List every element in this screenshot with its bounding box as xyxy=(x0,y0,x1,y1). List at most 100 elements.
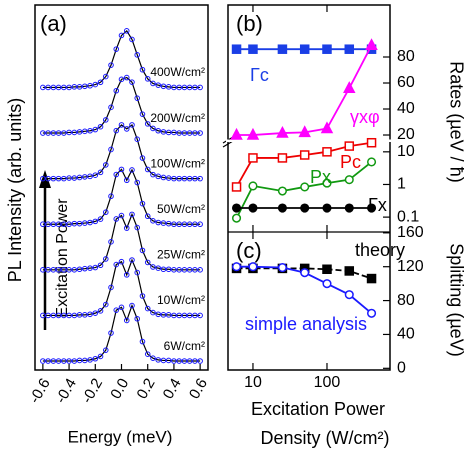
data-point xyxy=(118,166,125,173)
data-point xyxy=(155,82,161,88)
data-point xyxy=(61,84,67,91)
data-point xyxy=(76,84,83,90)
series-label: 6W/cm² xyxy=(164,339,205,353)
x-tick-label: -0.6 xyxy=(26,375,54,406)
data-point xyxy=(71,267,78,273)
marker xyxy=(299,44,310,54)
data-point xyxy=(92,355,99,362)
data-point xyxy=(61,221,67,228)
data-point xyxy=(45,358,51,364)
data-point xyxy=(197,130,203,136)
data-point xyxy=(134,95,141,101)
data-point xyxy=(176,221,182,228)
data-point xyxy=(102,162,109,168)
series-label: theory xyxy=(355,240,405,260)
marker xyxy=(300,182,310,192)
data-point xyxy=(160,174,167,181)
data-point xyxy=(144,305,151,312)
data-point xyxy=(55,84,62,91)
data-point xyxy=(165,129,172,136)
data-point xyxy=(134,136,141,142)
data-point xyxy=(113,87,120,94)
data-point xyxy=(171,267,177,273)
data-point xyxy=(171,84,177,91)
data-point xyxy=(171,129,177,136)
data-point xyxy=(144,213,151,220)
spectrum-fit xyxy=(42,123,201,180)
y-tick-label: 20 xyxy=(397,126,415,143)
data-point xyxy=(108,193,114,200)
marker xyxy=(231,44,242,54)
data-point xyxy=(66,129,72,136)
data-point xyxy=(55,130,62,136)
data-point xyxy=(192,312,198,319)
data-point xyxy=(134,179,141,186)
data-point xyxy=(40,358,46,364)
data-point xyxy=(71,312,78,319)
marker xyxy=(367,157,377,167)
data-point xyxy=(76,312,83,318)
marker xyxy=(343,81,356,93)
data-point xyxy=(45,312,51,319)
data-point xyxy=(40,267,46,273)
data-point xyxy=(108,284,114,291)
data-point xyxy=(150,355,156,361)
data-point xyxy=(61,130,67,136)
data-point xyxy=(139,155,146,161)
spectrum-fit xyxy=(42,29,201,89)
data-point xyxy=(97,262,104,269)
marker xyxy=(248,262,258,272)
data-point xyxy=(102,117,109,123)
data-point xyxy=(160,312,167,318)
marker xyxy=(277,203,287,213)
y-tick-label: 10 xyxy=(397,143,415,160)
data-point xyxy=(71,129,78,136)
data-point xyxy=(181,312,188,319)
series-label: 25W/cm² xyxy=(157,248,205,262)
data-point xyxy=(50,130,57,136)
data-point xyxy=(66,175,72,181)
data-point xyxy=(186,312,193,319)
annotation: Excitation Power xyxy=(54,198,71,318)
x-tick-label: -0.2 xyxy=(79,375,107,406)
data-point xyxy=(87,82,93,89)
marker xyxy=(248,181,258,191)
data-point xyxy=(71,220,78,227)
data-point xyxy=(102,73,109,80)
x-tick-label: 0.4 xyxy=(160,375,185,402)
data-point xyxy=(66,312,72,319)
marker xyxy=(344,290,354,300)
series-label: Γx xyxy=(368,195,387,215)
data-point xyxy=(181,267,188,273)
data-point xyxy=(97,308,104,314)
y-tick-label: 40 xyxy=(397,100,415,117)
data-point xyxy=(123,74,130,81)
series-label: 10W/cm² xyxy=(157,293,205,307)
y-axis-title: PL Intensity (arb. units) xyxy=(5,98,25,282)
data-point xyxy=(150,171,156,178)
spectrum-fit xyxy=(42,168,201,225)
data-point xyxy=(144,76,151,82)
marker xyxy=(365,38,378,51)
data-point xyxy=(76,174,83,181)
x-axis-title: Density (W/cm²) xyxy=(261,428,390,448)
data-point xyxy=(123,177,130,184)
data-point xyxy=(92,264,99,271)
data-point xyxy=(150,264,156,270)
data-point xyxy=(160,83,167,90)
data-point xyxy=(192,358,198,364)
data-point xyxy=(197,175,203,182)
marker xyxy=(322,203,332,213)
marker xyxy=(322,44,332,54)
data-point xyxy=(76,357,83,364)
data-point xyxy=(113,307,120,313)
data-point xyxy=(113,171,120,178)
data-point xyxy=(123,225,130,231)
data-point xyxy=(160,266,167,273)
data-point xyxy=(186,221,193,228)
spectrum-fit xyxy=(42,212,201,271)
data-point xyxy=(71,358,78,364)
data-point xyxy=(171,175,177,182)
panel-title: (b) xyxy=(236,11,263,36)
marker xyxy=(277,186,287,196)
